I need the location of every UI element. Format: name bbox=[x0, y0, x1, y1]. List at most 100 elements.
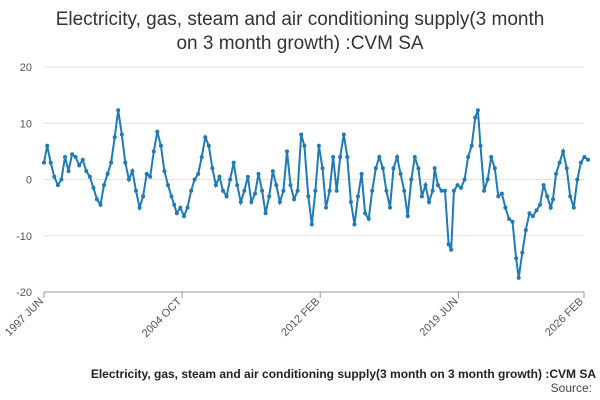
data-point bbox=[130, 169, 135, 174]
source-label: Source: bbox=[550, 381, 592, 395]
data-point bbox=[548, 205, 553, 210]
data-point bbox=[449, 247, 454, 252]
chart-title-line-1: Electricity, gas, steam and air conditio… bbox=[55, 9, 545, 30]
data-point bbox=[249, 200, 254, 204]
data-point bbox=[105, 171, 110, 176]
y-tick-label: 20 bbox=[20, 62, 32, 74]
data-point bbox=[359, 171, 364, 176]
data-point bbox=[455, 183, 460, 188]
data-point bbox=[345, 155, 350, 159]
data-point bbox=[52, 174, 57, 179]
data-point bbox=[158, 143, 163, 148]
data-point bbox=[221, 188, 225, 193]
data-point bbox=[575, 177, 580, 182]
data-point bbox=[473, 115, 478, 120]
data-point bbox=[499, 191, 504, 196]
data-point bbox=[42, 160, 46, 165]
data-point bbox=[388, 205, 392, 210]
data-point bbox=[59, 177, 64, 182]
data-point bbox=[324, 205, 328, 210]
data-point bbox=[274, 183, 279, 188]
data-point bbox=[430, 188, 435, 193]
data-point bbox=[489, 155, 494, 159]
data-point bbox=[331, 155, 336, 159]
data-point bbox=[299, 132, 304, 137]
y-tick-label: -10 bbox=[16, 231, 32, 243]
data-point bbox=[63, 155, 67, 159]
data-point bbox=[356, 194, 360, 199]
data-point bbox=[564, 166, 569, 171]
data-point bbox=[182, 214, 186, 219]
data-point bbox=[510, 219, 515, 224]
data-point bbox=[578, 160, 583, 165]
data-point bbox=[409, 177, 414, 182]
data-point bbox=[309, 222, 314, 227]
data-point bbox=[196, 171, 201, 176]
data-point bbox=[443, 188, 447, 193]
y-tick-label: 10 bbox=[20, 118, 32, 130]
data-point bbox=[134, 188, 138, 193]
data-point bbox=[327, 188, 332, 193]
data-point bbox=[520, 250, 525, 255]
data-point bbox=[412, 155, 417, 159]
data-point bbox=[586, 157, 590, 162]
data-point bbox=[384, 188, 389, 193]
data-point bbox=[432, 166, 437, 171]
data-point bbox=[144, 171, 149, 176]
data-point bbox=[178, 205, 183, 210]
data-point bbox=[423, 183, 428, 188]
data-point bbox=[174, 211, 179, 216]
data-point bbox=[395, 155, 400, 159]
x-tick-label: 2012 FEB bbox=[279, 296, 322, 339]
data-point bbox=[263, 211, 268, 216]
data-point bbox=[112, 135, 117, 140]
data-point bbox=[192, 177, 197, 182]
data-point bbox=[439, 188, 444, 193]
data-point bbox=[370, 188, 375, 193]
data-point bbox=[391, 166, 396, 171]
data-point bbox=[73, 155, 78, 159]
y-tick-label: -20 bbox=[16, 287, 32, 299]
data-point bbox=[77, 163, 82, 168]
data-point bbox=[224, 194, 229, 199]
data-point bbox=[151, 149, 156, 154]
data-point bbox=[45, 143, 50, 148]
data-point bbox=[523, 228, 528, 233]
data-point bbox=[561, 149, 566, 154]
data-point bbox=[281, 188, 286, 193]
data-point bbox=[199, 155, 204, 159]
data-point bbox=[228, 177, 233, 182]
data-point bbox=[402, 188, 407, 193]
x-tick-label: 2004 OCT bbox=[140, 295, 185, 340]
data-point bbox=[123, 160, 128, 165]
data-point bbox=[213, 183, 218, 188]
data-point bbox=[363, 211, 368, 216]
data-point bbox=[80, 157, 85, 162]
data-point bbox=[554, 171, 558, 176]
data-point bbox=[338, 155, 343, 159]
data-point bbox=[87, 174, 92, 179]
data-point bbox=[91, 185, 96, 190]
data-point bbox=[235, 183, 240, 188]
x-tick-label: 2019 JUN bbox=[418, 296, 461, 339]
data-point bbox=[137, 205, 142, 210]
data-point bbox=[416, 166, 421, 171]
data-point bbox=[169, 194, 174, 199]
data-point bbox=[530, 214, 535, 219]
data-point bbox=[427, 200, 431, 204]
data-point bbox=[141, 194, 146, 199]
data-point bbox=[534, 208, 539, 213]
chart-title-line-2: on 3 month growth) :CVM SA bbox=[176, 33, 424, 54]
data-point bbox=[435, 183, 440, 188]
data-point bbox=[84, 169, 89, 174]
data-point bbox=[102, 183, 106, 188]
data-point bbox=[109, 160, 114, 165]
data-point bbox=[270, 169, 275, 174]
data-point bbox=[405, 214, 410, 219]
data-point bbox=[66, 169, 71, 174]
chart-title: Electricity, gas, steam and air conditio… bbox=[0, 8, 600, 56]
data-point bbox=[568, 194, 573, 199]
data-point bbox=[267, 194, 272, 199]
x-tick-label: 1997 JUN bbox=[3, 296, 46, 339]
